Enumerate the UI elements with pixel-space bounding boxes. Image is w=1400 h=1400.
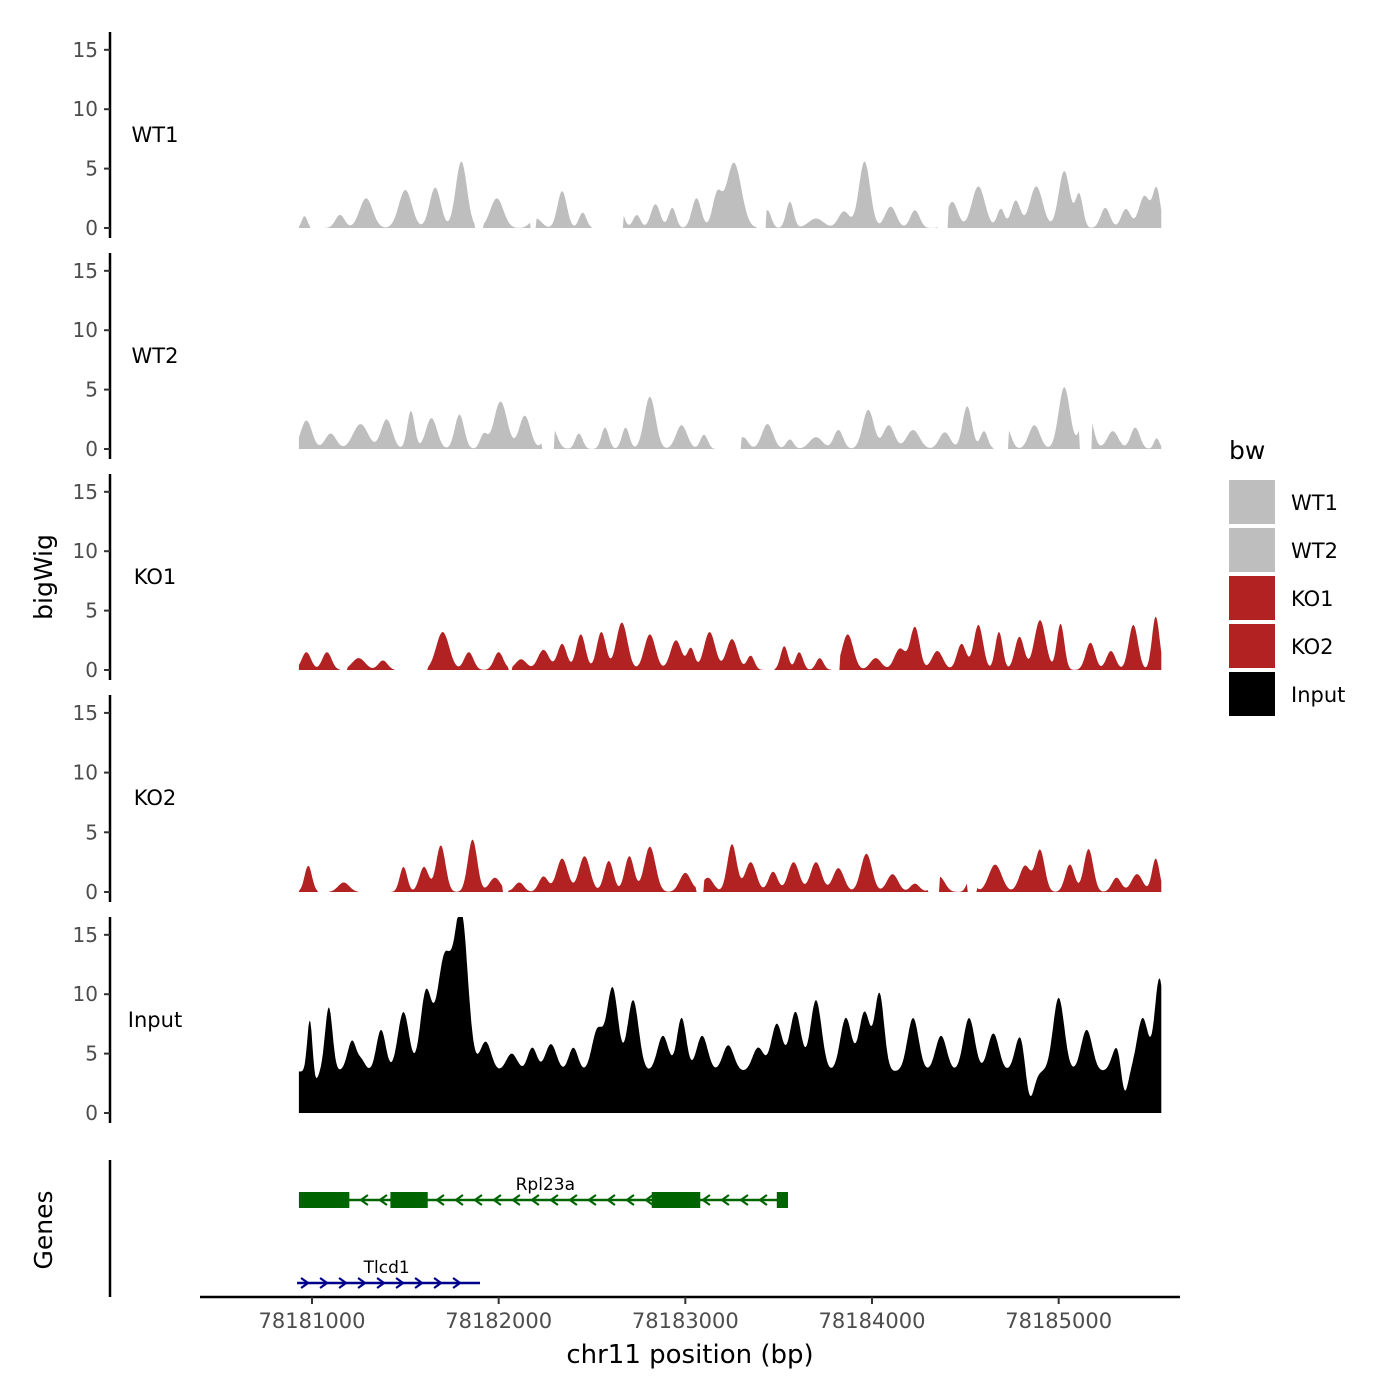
legend-label-input: Input — [1291, 683, 1345, 707]
y-tick-label: 0 — [85, 216, 98, 240]
area-wt2 — [298, 387, 1162, 449]
strand-arrow — [492, 1194, 502, 1206]
legend-label-ko2: KO2 — [1291, 635, 1334, 659]
strand-arrow — [300, 1277, 310, 1289]
y-tick-label: 10 — [73, 97, 98, 121]
y-tick-label: 10 — [73, 761, 98, 785]
x-axis: 78181000 78182000 78183000 78184000 78185000 — [200, 1295, 1180, 1333]
legend-key-ko2 — [1229, 624, 1275, 668]
x-tick-label: 78185000 — [1005, 1309, 1112, 1333]
y-tick-label: 0 — [85, 437, 98, 461]
strand-arrow — [454, 1194, 464, 1206]
legend-title: bw — [1229, 436, 1265, 465]
gene-track: Rpl23a Tlcd1 — [108, 1160, 788, 1297]
x-tick-label: 78183000 — [632, 1309, 739, 1333]
strand-arrow — [739, 1194, 749, 1206]
y-tick-label: 15 — [73, 480, 98, 504]
gene-label-rpl23a: Rpl23a — [516, 1175, 575, 1195]
strand-arrow — [587, 1194, 597, 1206]
y-tick-label: 15 — [73, 259, 98, 283]
coverage-panels: 0 5 10 15 WT1 0 5 10 15 WT2 0 5 10 15 KO1 0 5 10 15 KO2 0 5 10… — [73, 32, 1162, 1125]
y-tick-label: 15 — [73, 923, 98, 947]
y-tick-label: 15 — [73, 38, 98, 62]
x-tick-label: 78181000 — [259, 1309, 366, 1333]
strand-arrow — [414, 1277, 424, 1289]
panel-input: 0 5 10 15 Input — [73, 917, 1162, 1125]
gene-track-label: Genes — [29, 1190, 58, 1269]
strand-arrow — [758, 1194, 768, 1206]
strand-arrow — [319, 1277, 329, 1289]
y-tick-label: 0 — [85, 1101, 98, 1125]
panel-wt1: 0 5 10 15 WT1 — [73, 32, 1162, 240]
strand-arrow — [376, 1277, 386, 1289]
area-ko1 — [298, 616, 1162, 670]
strand-arrow — [568, 1194, 578, 1206]
legend-key-wt2 — [1229, 528, 1275, 572]
y-tick-label: 5 — [85, 820, 98, 844]
strand-arrow — [530, 1194, 540, 1206]
legend-label-ko1: KO1 — [1291, 587, 1334, 611]
strand-arrow — [511, 1194, 521, 1206]
legend-key-wt1 — [1229, 480, 1275, 524]
x-tick-label: 78184000 — [819, 1309, 926, 1333]
panel-label-wt1: WT1 — [132, 123, 179, 147]
y-tick-label: 15 — [73, 701, 98, 725]
y-tick-label: 0 — [85, 880, 98, 904]
y-tick-label: 5 — [85, 157, 98, 181]
gene-tlcd1: Tlcd1 — [297, 1258, 480, 1289]
legend: bw WT1 WT2 KO1 KO2 Input — [1229, 436, 1345, 716]
gene-exon — [298, 1192, 350, 1208]
panel-ko1: 0 5 10 15 KO1 — [73, 474, 1162, 682]
y-tick-label: 5 — [85, 1042, 98, 1066]
panel-label-ko1: KO1 — [134, 565, 177, 589]
strand-arrow — [606, 1194, 616, 1206]
x-axis-label: chr11 position (bp) — [566, 1340, 813, 1370]
area-wt1 — [298, 161, 1162, 228]
gene-label-tlcd1: Tlcd1 — [363, 1258, 410, 1278]
x-tick-label: 78182000 — [445, 1309, 552, 1333]
strand-arrow — [452, 1277, 462, 1289]
strand-arrow — [625, 1194, 635, 1206]
strand-arrow — [395, 1277, 405, 1289]
legend-label-wt2: WT2 — [1291, 539, 1338, 563]
strand-arrow — [357, 1277, 367, 1289]
strand-arrow — [644, 1194, 654, 1206]
y-tick-label: 10 — [73, 318, 98, 342]
strand-arrow — [549, 1194, 559, 1206]
y-tick-label: 5 — [85, 599, 98, 623]
area-ko2 — [298, 839, 1162, 892]
legend-label-wt1: WT1 — [1291, 491, 1338, 515]
gene-exon — [651, 1192, 701, 1208]
gene-exon — [390, 1192, 428, 1208]
strand-arrow — [433, 1277, 443, 1289]
strand-arrow — [359, 1194, 369, 1206]
panel-label-ko2: KO2 — [134, 786, 177, 810]
panel-wt2: 0 5 10 15 WT2 — [73, 253, 1162, 461]
panel-label-wt2: WT2 — [132, 344, 179, 368]
y-axis-label: bigWig — [29, 534, 58, 620]
strand-arrow — [701, 1194, 711, 1206]
strand-arrow — [473, 1194, 483, 1206]
strand-arrow — [720, 1194, 730, 1206]
area-input — [298, 917, 1162, 1113]
panel-ko2: 0 5 10 15 KO2 — [73, 695, 1162, 904]
strand-arrow — [435, 1194, 445, 1206]
legend-key-ko1 — [1229, 576, 1275, 620]
strand-arrow — [338, 1277, 348, 1289]
y-tick-label: 10 — [73, 982, 98, 1006]
panel-label-input: Input — [128, 1008, 182, 1032]
strand-arrow — [378, 1194, 388, 1206]
legend-key-input — [1229, 672, 1275, 716]
y-tick-label: 5 — [85, 378, 98, 402]
y-tick-label: 10 — [73, 539, 98, 563]
gene-exon — [776, 1192, 788, 1208]
gene-rpl23a: Rpl23a — [298, 1175, 788, 1208]
y-tick-label: 0 — [85, 658, 98, 682]
